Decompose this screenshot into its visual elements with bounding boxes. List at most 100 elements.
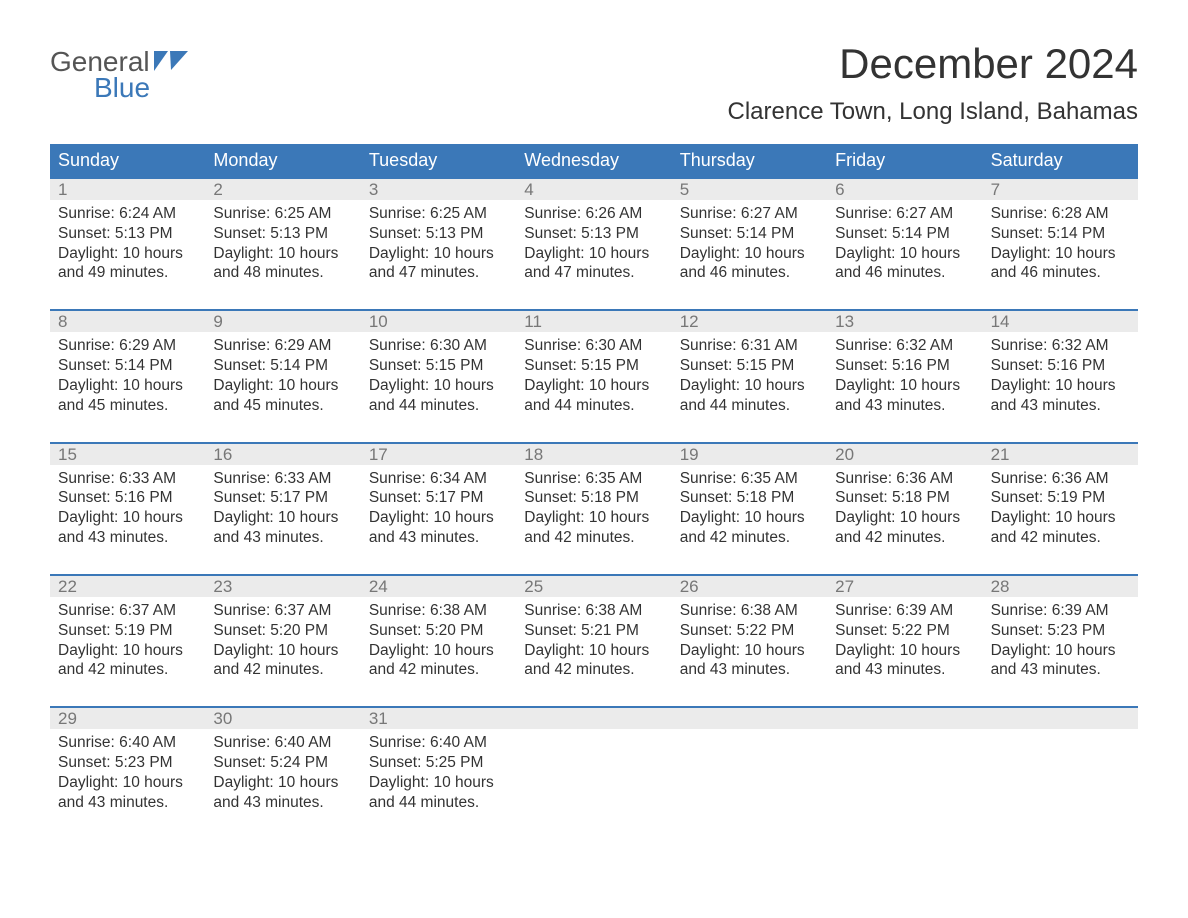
day-cell: Sunrise: 6:32 AMSunset: 5:16 PMDaylight:… [827,332,982,415]
daylight-line-1: Daylight: 10 hours [680,244,819,264]
daylight-line-2: and 42 minutes. [524,528,663,548]
sunset-line: Sunset: 5:19 PM [991,488,1130,508]
day-cell: Sunrise: 6:30 AMSunset: 5:15 PMDaylight:… [516,332,671,415]
sunrise-line: Sunrise: 6:29 AM [213,336,352,356]
sunset-line: Sunset: 5:15 PM [369,356,508,376]
daylight-line-2: and 43 minutes. [213,793,352,813]
daylight-line-1: Daylight: 10 hours [524,376,663,396]
daylight-line-1: Daylight: 10 hours [213,244,352,264]
daylight-line-2: and 43 minutes. [991,396,1130,416]
day-cell: Sunrise: 6:39 AMSunset: 5:23 PMDaylight:… [983,597,1138,680]
sunset-line: Sunset: 5:18 PM [524,488,663,508]
calendar-week: 15161718192021Sunrise: 6:33 AMSunset: 5:… [50,442,1138,574]
sunrise-line: Sunrise: 6:30 AM [369,336,508,356]
day-number: 27 [827,576,982,597]
day-cell: Sunrise: 6:38 AMSunset: 5:21 PMDaylight:… [516,597,671,680]
sunset-line: Sunset: 5:14 PM [991,224,1130,244]
daylight-line-1: Daylight: 10 hours [213,376,352,396]
sunset-line: Sunset: 5:23 PM [991,621,1130,641]
sunrise-line: Sunrise: 6:37 AM [58,601,197,621]
daylight-line-1: Daylight: 10 hours [369,508,508,528]
sunrise-line: Sunrise: 6:38 AM [524,601,663,621]
sunrise-line: Sunrise: 6:26 AM [524,204,663,224]
daylight-line-1: Daylight: 10 hours [369,773,508,793]
day-cell: Sunrise: 6:32 AMSunset: 5:16 PMDaylight:… [983,332,1138,415]
sunrise-line: Sunrise: 6:30 AM [524,336,663,356]
sunset-line: Sunset: 5:20 PM [213,621,352,641]
sunset-line: Sunset: 5:25 PM [369,753,508,773]
sunrise-line: Sunrise: 6:31 AM [680,336,819,356]
sunrise-line: Sunrise: 6:33 AM [213,469,352,489]
daylight-line-1: Daylight: 10 hours [213,641,352,661]
day-number: 11 [516,311,671,332]
daylight-line-2: and 49 minutes. [58,263,197,283]
day-number: 5 [672,179,827,200]
daylight-line-1: Daylight: 10 hours [58,244,197,264]
daylight-line-2: and 46 minutes. [680,263,819,283]
daylight-line-1: Daylight: 10 hours [58,508,197,528]
daylight-line-1: Daylight: 10 hours [835,641,974,661]
column-header: Wednesday [516,144,671,177]
calendar-header-row: SundayMondayTuesdayWednesdayThursdayFrid… [50,144,1138,177]
day-cell: Sunrise: 6:24 AMSunset: 5:13 PMDaylight:… [50,200,205,283]
day-number: 18 [516,444,671,465]
day-cell: Sunrise: 6:34 AMSunset: 5:17 PMDaylight:… [361,465,516,548]
day-number: 8 [50,311,205,332]
daylight-line-2: and 42 minutes. [835,528,974,548]
daylight-line-2: and 46 minutes. [991,263,1130,283]
sunrise-line: Sunrise: 6:36 AM [991,469,1130,489]
daylight-line-1: Daylight: 10 hours [991,376,1130,396]
sunrise-line: Sunrise: 6:35 AM [680,469,819,489]
daylight-line-1: Daylight: 10 hours [991,641,1130,661]
daylight-line-1: Daylight: 10 hours [680,508,819,528]
daylight-line-1: Daylight: 10 hours [835,244,974,264]
day-cell [672,729,827,812]
daylight-line-1: Daylight: 10 hours [58,376,197,396]
day-cell: Sunrise: 6:35 AMSunset: 5:18 PMDaylight:… [672,465,827,548]
day-cell: Sunrise: 6:33 AMSunset: 5:17 PMDaylight:… [205,465,360,548]
daylight-line-2: and 42 minutes. [369,660,508,680]
sunset-line: Sunset: 5:14 PM [213,356,352,376]
daylight-line-2: and 47 minutes. [524,263,663,283]
day-cell: Sunrise: 6:39 AMSunset: 5:22 PMDaylight:… [827,597,982,680]
day-cell: Sunrise: 6:40 AMSunset: 5:24 PMDaylight:… [205,729,360,812]
daylight-line-1: Daylight: 10 hours [991,244,1130,264]
sunset-line: Sunset: 5:13 PM [524,224,663,244]
daylight-line-2: and 43 minutes. [369,528,508,548]
calendar-week: 293031Sunrise: 6:40 AMSunset: 5:23 PMDay… [50,706,1138,822]
day-cell: Sunrise: 6:37 AMSunset: 5:19 PMDaylight:… [50,597,205,680]
day-number: 30 [205,708,360,729]
sunrise-line: Sunrise: 6:28 AM [991,204,1130,224]
sunset-line: Sunset: 5:14 PM [58,356,197,376]
sunrise-line: Sunrise: 6:34 AM [369,469,508,489]
day-number: 23 [205,576,360,597]
day-number: 7 [983,179,1138,200]
sunset-line: Sunset: 5:23 PM [58,753,197,773]
sunrise-line: Sunrise: 6:25 AM [213,204,352,224]
sunset-line: Sunset: 5:13 PM [369,224,508,244]
day-number: 10 [361,311,516,332]
sunrise-line: Sunrise: 6:36 AM [835,469,974,489]
day-number: 28 [983,576,1138,597]
sunset-line: Sunset: 5:20 PM [369,621,508,641]
day-cell: Sunrise: 6:29 AMSunset: 5:14 PMDaylight:… [50,332,205,415]
day-cell: Sunrise: 6:29 AMSunset: 5:14 PMDaylight:… [205,332,360,415]
day-number: 4 [516,179,671,200]
daylight-line-1: Daylight: 10 hours [835,508,974,528]
calendar-week: 1234567Sunrise: 6:24 AMSunset: 5:13 PMDa… [50,177,1138,309]
day-number: 2 [205,179,360,200]
logo-flag-icon [154,48,188,76]
day-number: 14 [983,311,1138,332]
daylight-line-2: and 42 minutes. [680,528,819,548]
daylight-line-1: Daylight: 10 hours [835,376,974,396]
day-cell: Sunrise: 6:27 AMSunset: 5:14 PMDaylight:… [672,200,827,283]
daylight-line-1: Daylight: 10 hours [524,244,663,264]
day-cell: Sunrise: 6:31 AMSunset: 5:15 PMDaylight:… [672,332,827,415]
day-cell: Sunrise: 6:38 AMSunset: 5:22 PMDaylight:… [672,597,827,680]
daylight-line-2: and 43 minutes. [58,793,197,813]
sunset-line: Sunset: 5:19 PM [58,621,197,641]
sunrise-line: Sunrise: 6:38 AM [369,601,508,621]
daylight-line-2: and 44 minutes. [369,793,508,813]
daylight-line-2: and 42 minutes. [524,660,663,680]
day-number [983,708,1138,729]
